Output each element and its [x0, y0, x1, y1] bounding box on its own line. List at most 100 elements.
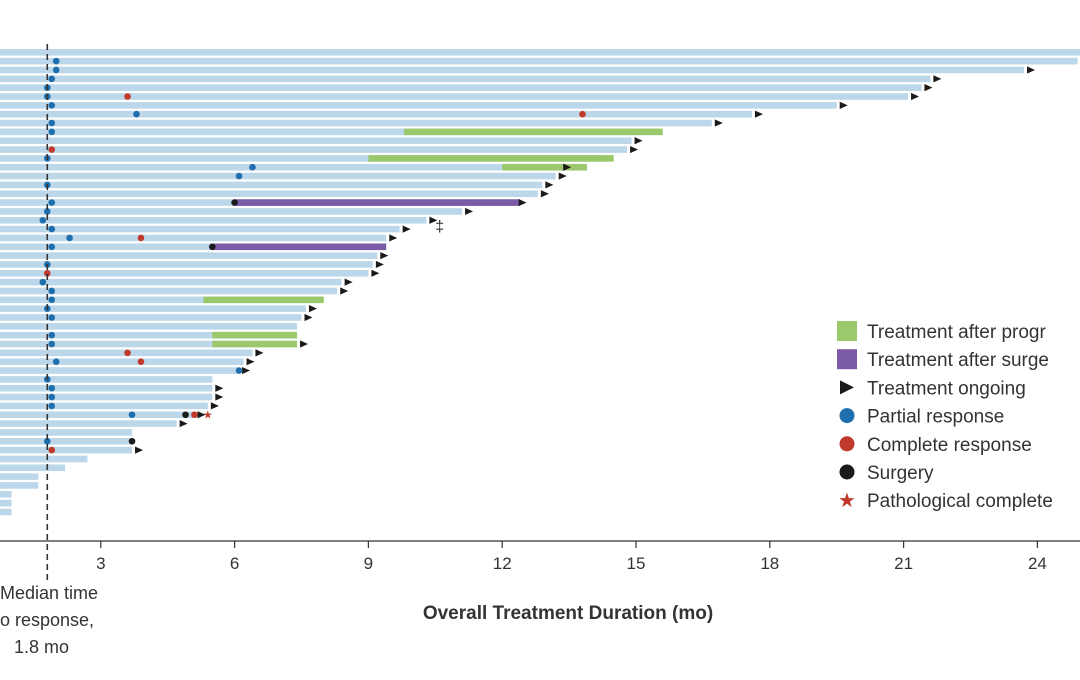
ongoing-arrow-icon — [210, 402, 219, 410]
x-ticks: 3 6 9 12 15 18 21 24 — [96, 541, 1047, 573]
x-axis-label: Overall Treatment Duration (mo) — [423, 603, 713, 624]
ongoing-arrow-icon — [558, 172, 567, 180]
after-surgery-segment — [234, 199, 521, 206]
duration-bar — [0, 155, 605, 162]
duration-bar — [0, 84, 922, 91]
duration-bar — [0, 323, 298, 330]
duration-bar — [0, 296, 320, 304]
partial-response-marker — [48, 402, 56, 410]
duration-bar — [0, 208, 463, 215]
legend-circle-marker — [839, 436, 855, 452]
duration-bar — [0, 446, 133, 454]
partial-response-marker — [235, 172, 243, 180]
duration-bar — [0, 163, 561, 171]
duration-bar — [0, 146, 628, 153]
duration-bar — [0, 252, 378, 259]
surgery-marker — [128, 437, 136, 445]
ongoing-arrow-icon — [545, 181, 554, 189]
duration-bar — [0, 508, 12, 516]
duration-bar — [0, 358, 244, 365]
partial-response-marker — [128, 411, 136, 419]
partial-response-marker — [133, 110, 140, 118]
ongoing-arrow-icon — [754, 110, 763, 118]
legend-circle-marker — [839, 464, 855, 480]
x-tick-label: 6 — [230, 554, 239, 573]
partial-response-marker — [39, 278, 47, 286]
duration-bar — [0, 93, 909, 100]
x-tick-label: 18 — [760, 554, 779, 573]
bars-layer — [0, 49, 1080, 516]
ongoing-arrow-icon — [246, 358, 255, 366]
complete-response-marker — [124, 93, 131, 100]
ongoing-arrow-icon — [255, 349, 264, 357]
partial-response-marker — [48, 128, 56, 136]
complete-response-marker — [48, 146, 56, 153]
ongoing-arrow-icon — [933, 75, 942, 83]
duration-bar — [0, 429, 133, 436]
median-annotation-line-1: Median time — [0, 583, 98, 603]
duration-bar — [0, 305, 306, 312]
duration-bar — [0, 243, 382, 251]
ongoing-arrow-icon — [634, 137, 643, 145]
ongoing-arrow-icon — [215, 384, 224, 392]
legend-label: Partial response — [867, 407, 1004, 428]
ongoing-arrow-icon — [375, 260, 384, 269]
duration-bar — [0, 376, 213, 383]
partial-response-marker — [249, 163, 256, 171]
duration-bar — [0, 119, 712, 127]
double-dagger-icon: ‡ — [435, 218, 444, 235]
complete-response-marker — [124, 349, 131, 357]
ongoing-arrow-icon — [630, 145, 639, 154]
duration-bar — [0, 464, 66, 472]
duration-bar — [0, 110, 752, 118]
x-tick-label: 9 — [364, 554, 373, 573]
partial-response-marker — [43, 208, 51, 215]
partial-response-marker — [48, 225, 56, 233]
ongoing-arrow-icon — [389, 234, 398, 242]
x-tick-label: 24 — [1028, 554, 1047, 573]
ongoing-arrow-icon — [839, 101, 848, 109]
partial-response-marker — [66, 234, 73, 242]
legend-label: Treatment after progr — [867, 322, 1046, 343]
partial-response-marker — [48, 199, 56, 206]
ongoing-arrow-icon — [371, 269, 380, 277]
ongoing-arrow-icon — [429, 216, 438, 224]
duration-bar — [0, 75, 931, 83]
partial-response-marker — [48, 393, 56, 401]
duration-bar — [0, 57, 1078, 65]
duration-bar — [0, 225, 400, 233]
surgery-marker — [182, 411, 189, 419]
x-tick-label: 3 — [96, 554, 105, 573]
duration-bar — [0, 172, 556, 180]
ongoing-arrow-icon — [911, 92, 920, 101]
legend: Treatment after progr Treatment after sur… — [837, 321, 1053, 512]
complete-response-marker — [191, 411, 198, 419]
duration-bar — [0, 402, 208, 410]
median-annotation-line-3: 1.8 mo — [14, 637, 69, 657]
surgery-marker — [209, 243, 216, 251]
progression-segment — [368, 155, 614, 162]
partial-response-marker — [48, 296, 56, 304]
duration-bar — [0, 234, 387, 242]
legend-label: Treatment after surge — [867, 350, 1049, 371]
ongoing-arrow-icon — [179, 419, 188, 428]
duration-bar — [0, 49, 1080, 56]
ongoing-arrow-icon — [518, 198, 527, 207]
duration-bar — [0, 367, 240, 374]
duration-bar — [0, 437, 133, 445]
markers-layer: ‡★ — [39, 57, 1036, 454]
partial-response-marker — [235, 367, 243, 374]
ongoing-arrow-icon — [135, 446, 144, 454]
x-tick-label: 15 — [627, 554, 646, 573]
complete-response-marker — [43, 270, 51, 277]
progression-segment — [212, 331, 298, 339]
ongoing-arrow-icon — [540, 190, 549, 198]
partial-response-marker — [48, 384, 56, 392]
ongoing-arrow-icon — [563, 163, 572, 171]
x-tick-label: 12 — [493, 554, 512, 573]
duration-bar — [0, 261, 373, 268]
partial-response-marker — [52, 66, 60, 74]
ongoing-arrow-icon — [340, 287, 349, 295]
